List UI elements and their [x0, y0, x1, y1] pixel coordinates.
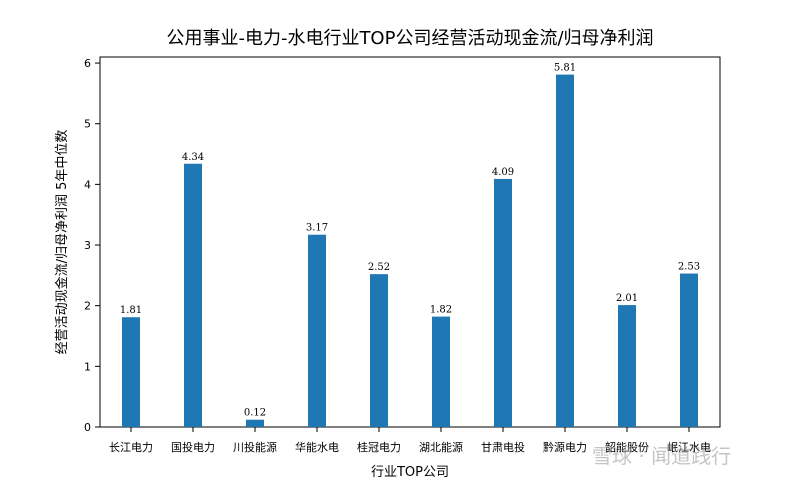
x-tick-label-9: 岷江水电 [667, 441, 711, 454]
x-tick-label-2: 川投能源 [233, 440, 277, 454]
watermark: 雪球 · 闻道践行 [592, 444, 732, 468]
x-tick-label-8: 韶能股份 [605, 440, 649, 454]
data-label-6: 4.09 [492, 167, 514, 178]
x-tick-label-5: 湖北能源 [419, 440, 463, 454]
y-tick-label-2: 2 [84, 300, 91, 313]
data-label-9: 2.53 [678, 262, 700, 273]
bar-8 [618, 305, 636, 427]
y-tick-label-3: 3 [84, 239, 91, 252]
data-label-7: 5.81 [554, 63, 576, 74]
x-tick-label-3: 华能水电 [295, 440, 339, 454]
bar-5 [432, 316, 450, 427]
y-tick-label-1: 1 [84, 360, 91, 373]
x-tick-label-0: 长江电力 [109, 441, 153, 454]
x-tick-label-4: 桂冠电力 [357, 440, 401, 454]
y-tick-label-0: 0 [84, 421, 91, 434]
bar-2 [246, 419, 264, 427]
chart-title: 公用事业-电力-水电行业TOP公司经营活动现金流/归母净利润 [166, 28, 653, 49]
y-tick-label-4: 4 [84, 178, 91, 191]
y-tick-label-5: 5 [84, 118, 91, 131]
x-axis-label: 行业TOP公司 [371, 465, 449, 480]
y-tick-label-6: 6 [84, 57, 91, 70]
bar-7 [556, 74, 574, 428]
bar-4 [370, 274, 388, 427]
bar-0 [122, 317, 140, 427]
x-tick-label-6: 甘肃电投 [481, 440, 525, 454]
x-tick-label-7: 黔源电力 [543, 440, 587, 454]
data-label-1: 4.34 [182, 152, 204, 163]
data-label-0: 1.81 [120, 305, 142, 316]
bar-3 [308, 234, 326, 427]
y-axis-label: 经营活动现金流/归母净利润 5年中位数 [54, 130, 70, 355]
bar-1 [184, 163, 202, 428]
bar-9 [680, 273, 698, 427]
data-label-3: 3.17 [306, 223, 328, 234]
x-tick-label-1: 国投电力 [171, 440, 215, 454]
plot-area: 0 1 2 3 4 5 6 1.81 长江电力 4.34 国投电力 0.12 川投能源 3.17 华能水电 2… [84, 56, 721, 454]
plot-frame [99, 56, 721, 428]
data-label-5: 1.82 [430, 305, 452, 316]
data-label-8: 2.01 [616, 293, 638, 304]
data-label-4: 2.52 [368, 262, 390, 273]
data-label-2: 0.12 [244, 408, 266, 419]
bar-6 [494, 178, 512, 427]
